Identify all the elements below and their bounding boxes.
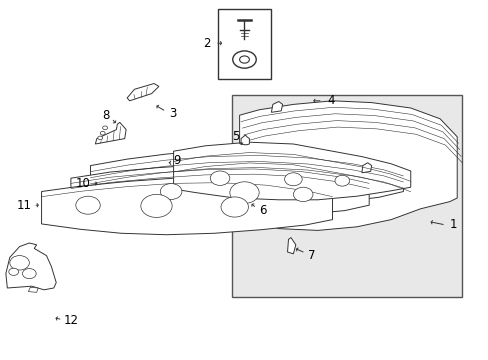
Circle shape bbox=[100, 131, 105, 135]
Circle shape bbox=[160, 184, 182, 199]
Polygon shape bbox=[271, 102, 282, 112]
Polygon shape bbox=[361, 163, 371, 173]
Text: 7: 7 bbox=[307, 249, 315, 262]
Circle shape bbox=[239, 56, 249, 63]
Circle shape bbox=[98, 136, 102, 140]
Text: 8: 8 bbox=[102, 109, 110, 122]
Text: 12: 12 bbox=[63, 314, 79, 327]
Polygon shape bbox=[241, 135, 249, 145]
Polygon shape bbox=[41, 177, 332, 235]
Circle shape bbox=[102, 126, 107, 130]
Circle shape bbox=[210, 171, 229, 185]
Circle shape bbox=[232, 51, 256, 68]
Circle shape bbox=[76, 196, 100, 214]
Circle shape bbox=[221, 197, 248, 217]
Polygon shape bbox=[95, 122, 126, 144]
Text: 2: 2 bbox=[203, 37, 210, 50]
Circle shape bbox=[9, 268, 19, 275]
Circle shape bbox=[293, 187, 312, 202]
Text: 10: 10 bbox=[76, 177, 90, 190]
Bar bbox=[232, 95, 461, 297]
Polygon shape bbox=[28, 287, 38, 292]
Circle shape bbox=[229, 182, 259, 203]
Text: 1: 1 bbox=[449, 219, 456, 231]
Text: 3: 3 bbox=[168, 107, 176, 120]
Polygon shape bbox=[127, 84, 159, 101]
Circle shape bbox=[334, 175, 349, 186]
Polygon shape bbox=[239, 101, 456, 230]
Text: 6: 6 bbox=[259, 204, 266, 217]
Polygon shape bbox=[173, 142, 410, 200]
Circle shape bbox=[141, 194, 172, 217]
Polygon shape bbox=[287, 238, 295, 254]
Circle shape bbox=[284, 173, 302, 186]
Text: 11: 11 bbox=[17, 199, 32, 212]
Text: 4: 4 bbox=[327, 94, 334, 107]
Polygon shape bbox=[90, 149, 403, 207]
Polygon shape bbox=[6, 243, 56, 290]
Text: 5: 5 bbox=[232, 130, 239, 143]
Bar bbox=[217, 9, 271, 79]
Circle shape bbox=[10, 256, 29, 270]
Text: 9: 9 bbox=[173, 154, 181, 167]
Circle shape bbox=[22, 269, 36, 279]
Polygon shape bbox=[71, 164, 368, 220]
